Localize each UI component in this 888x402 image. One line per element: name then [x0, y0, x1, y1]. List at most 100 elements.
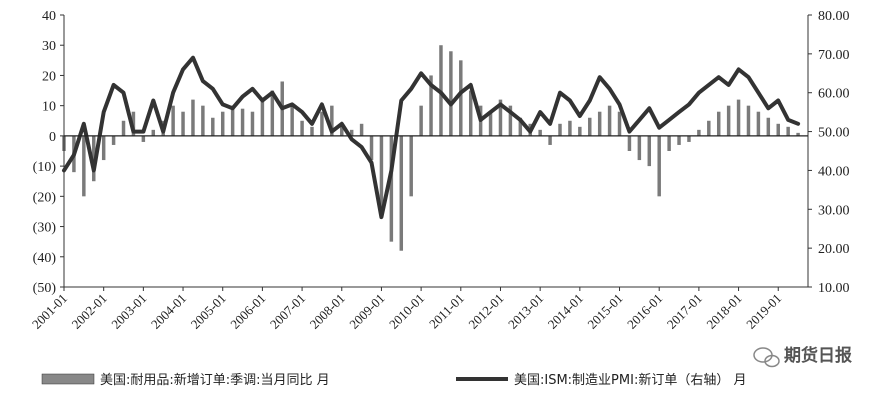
bar	[687, 135, 691, 142]
x-tick-label: 2001-01	[29, 291, 70, 332]
x-tick-label: 2009-01	[346, 291, 387, 332]
x-tick-label: 2011-01	[426, 291, 467, 332]
bar	[330, 105, 334, 136]
x-tick-label: 2012-01	[465, 291, 506, 332]
bar	[667, 135, 671, 151]
bar	[786, 126, 790, 136]
left-tick-label: 10	[42, 100, 56, 115]
bar	[548, 135, 552, 145]
bar	[796, 132, 800, 136]
legend-line-label: 美国:ISM:制造业PMI:新订单（右轴） 月	[514, 372, 746, 388]
bar	[320, 111, 324, 136]
bar	[508, 105, 513, 136]
x-tick-label: 2008-01	[307, 291, 348, 332]
bar	[340, 126, 344, 136]
wechat-icon	[753, 347, 780, 368]
left-tick-label: (20)	[33, 190, 57, 205]
bar	[240, 108, 245, 136]
bar	[716, 111, 721, 136]
bar	[419, 105, 423, 136]
right-tick-label: 40.00	[818, 164, 850, 179]
bar	[101, 135, 106, 161]
bar	[459, 60, 463, 136]
bar	[488, 111, 493, 136]
x-tick-label: 2002-01	[69, 291, 110, 332]
bar	[617, 111, 622, 136]
bar	[181, 111, 185, 136]
bar	[637, 135, 642, 161]
bar	[518, 117, 523, 136]
bar	[399, 135, 404, 251]
bar	[756, 111, 761, 136]
bar	[369, 135, 374, 161]
bar	[111, 135, 116, 145]
bar	[250, 111, 255, 136]
right-tick-label: 80.00	[818, 9, 850, 24]
axes	[60, 14, 812, 291]
left-tick-label: (40)	[33, 251, 57, 266]
bar	[409, 135, 413, 197]
legend-bar-label: 美国:耐用品:新增订单:季调:当月同比 月	[100, 372, 330, 388]
x-tick-label: 2019-01	[743, 291, 784, 332]
bar	[726, 105, 731, 136]
bar	[220, 111, 225, 136]
bar	[697, 129, 701, 136]
bar	[766, 117, 771, 136]
left-tick-label: 40	[42, 9, 56, 24]
bar	[379, 135, 384, 212]
bar	[310, 126, 314, 136]
bar	[270, 90, 275, 136]
bar	[607, 105, 612, 136]
right-tick-label: 70.00	[818, 48, 850, 63]
right-tick-label: 30.00	[818, 203, 850, 218]
bar	[627, 135, 632, 151]
bar	[578, 126, 582, 136]
bar	[349, 129, 354, 136]
x-tick-label: 2013-01	[505, 291, 546, 332]
bar	[82, 135, 86, 197]
bar	[290, 105, 294, 136]
watermark: 期货日报	[753, 345, 852, 368]
x-tick-label: 2018-01	[703, 291, 744, 332]
legend-bar-swatch	[41, 373, 95, 385]
line-series	[62, 55, 801, 220]
x-tick-label: 2005-01	[188, 291, 229, 332]
x-tick-label: 2016-01	[624, 291, 665, 332]
bar	[260, 99, 265, 136]
bar	[558, 123, 562, 136]
x-tick-label: 2015-01	[584, 291, 625, 332]
bar	[151, 129, 156, 136]
bar	[121, 120, 126, 136]
bar	[92, 135, 96, 182]
bar	[211, 117, 215, 136]
x-tick-label: 2007-01	[267, 291, 308, 332]
bar	[538, 129, 542, 136]
bar	[389, 135, 394, 242]
x-tick-label: 2017-01	[664, 291, 705, 332]
left-tick-label: 20	[42, 69, 56, 84]
legend: 美国:耐用品:新增订单:季调:当月同比 月 美国:ISM:制造业PMI:新订单（…	[41, 372, 746, 388]
bar	[429, 75, 433, 136]
bar	[498, 99, 503, 136]
right-tick-label: 50.00	[818, 126, 850, 141]
bar	[677, 135, 681, 145]
left-axis-labels: 40 30 20 10 0 (10) (20) (30) (40) (50)	[33, 9, 57, 296]
bar	[141, 135, 146, 142]
bar	[707, 120, 711, 136]
left-tick-label: (30)	[33, 221, 57, 236]
bar	[736, 99, 741, 136]
watermark-text: 期货日报	[784, 345, 852, 366]
bar	[171, 105, 175, 136]
bar	[359, 123, 364, 136]
bar	[449, 51, 453, 136]
bar	[230, 105, 235, 136]
x-tick-label: 2004-01	[148, 291, 189, 332]
left-tick-label: 0	[49, 130, 56, 145]
bar	[657, 135, 661, 197]
right-axis-labels: 80.00 70.00 60.00 50.00 40.00 30.00 20.00 10.00	[818, 9, 850, 296]
left-tick-label: (50)	[33, 281, 57, 296]
x-tick-label: 2010-01	[386, 291, 427, 332]
bar	[201, 105, 205, 136]
left-tick-label: 30	[42, 39, 56, 54]
